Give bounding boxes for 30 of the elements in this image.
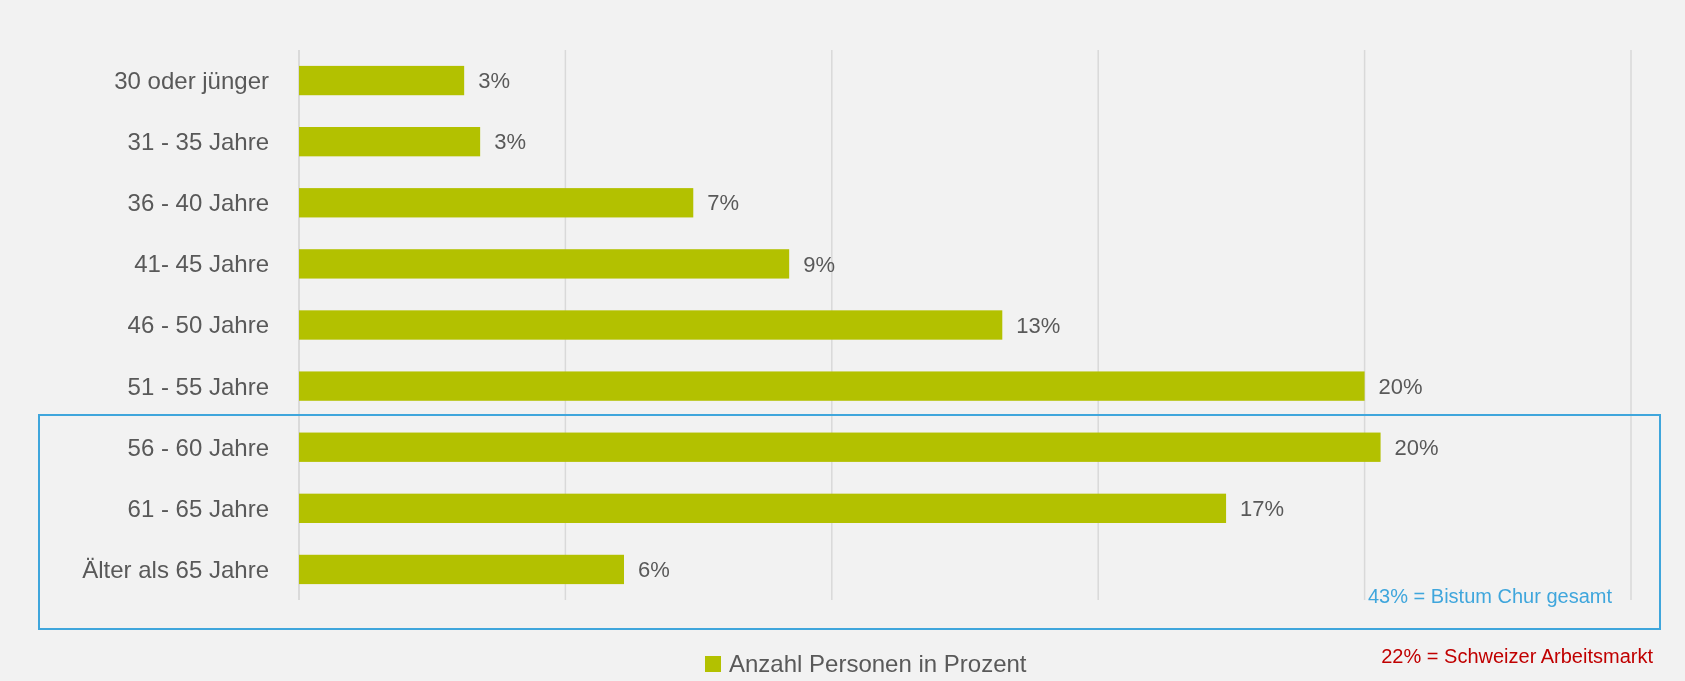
bar	[299, 493, 1227, 523]
bar	[299, 310, 1003, 340]
y-tick-label: 30 oder jünger	[114, 66, 270, 94]
data-label: 3%	[494, 129, 526, 155]
y-tick-label: 36 - 40 Jahre	[127, 189, 269, 217]
bar	[299, 371, 1365, 401]
data-label: 3%	[478, 68, 510, 94]
y-tick-label: Älter als 65 Jahre	[82, 555, 269, 583]
legend-label: Anzahl Personen in Prozent	[729, 650, 1027, 678]
data-label: 6%	[638, 557, 670, 583]
data-label: 7%	[707, 190, 740, 216]
annotation: 43% = Bistum Chur gesamt	[1368, 585, 1613, 607]
y-tick-label: 56 - 60 Jahre	[127, 433, 269, 461]
data-label: 17%	[1240, 496, 1285, 522]
text: 22% = Schweizer Arbeitsmarkt	[1381, 645, 1654, 667]
data-label: 13%	[1016, 312, 1061, 338]
bar	[299, 65, 465, 96]
y-tick-label: 51 - 55 Jahre	[127, 372, 269, 400]
data-label: 20%	[1394, 434, 1439, 460]
y-tick-label: 41- 45 Jahre	[134, 250, 269, 278]
bar	[299, 127, 481, 157]
bar	[299, 554, 625, 585]
bar	[299, 188, 694, 218]
data-label: 9%	[803, 251, 835, 277]
y-tick-label: 46 - 50 Jahre	[127, 311, 269, 339]
bar	[299, 249, 790, 279]
y-tick-label: 31 - 35 Jahre	[127, 128, 269, 156]
bar	[299, 432, 1381, 462]
data-label: 20%	[1378, 373, 1423, 399]
y-tick-label: 61 - 65 Jahre	[127, 494, 269, 522]
